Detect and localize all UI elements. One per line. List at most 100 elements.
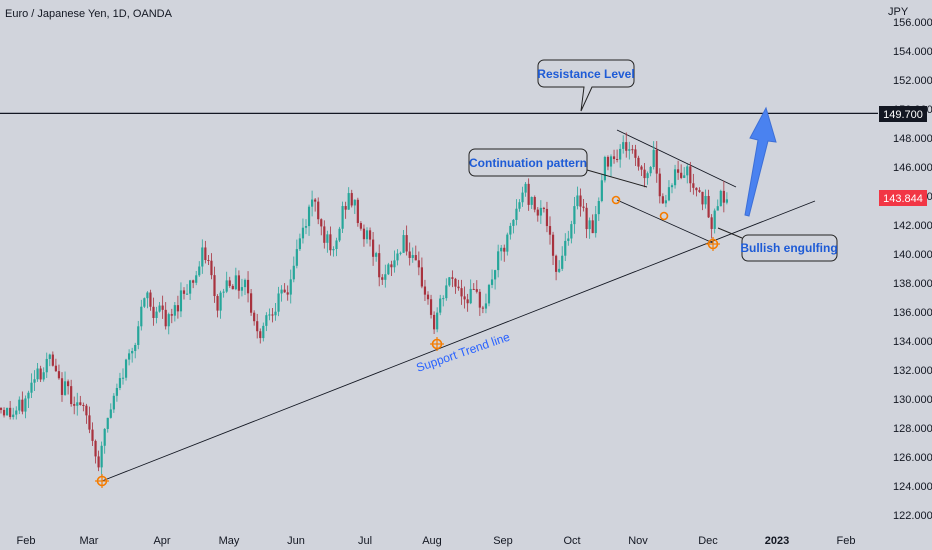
candle: [33, 370, 36, 392]
y-tick-label: 142.000: [893, 220, 932, 232]
candle: [542, 206, 545, 213]
candle: [134, 342, 137, 359]
candle: [240, 278, 244, 297]
candle: [518, 199, 521, 212]
candle: [158, 302, 161, 313]
support-trendline[interactable]: [101, 200, 816, 482]
continuation-label: Continuation pattern: [469, 156, 587, 170]
candle: [509, 222, 512, 240]
candle: [118, 372, 122, 391]
candle: [341, 201, 344, 234]
candle: [73, 396, 76, 415]
x-tick-label: 2023: [765, 535, 789, 547]
candle: [695, 187, 698, 197]
candle: [487, 283, 491, 307]
candle: [713, 208, 716, 234]
candle: [70, 379, 73, 407]
candle: [286, 285, 289, 301]
bullish-callout[interactable]: Bullish engulfing: [717, 227, 838, 262]
resistance-callout[interactable]: Resistance Level: [537, 59, 635, 112]
candle: [128, 349, 131, 366]
candle: [259, 328, 262, 344]
candle: [182, 287, 186, 300]
candle: [710, 214, 713, 239]
candle: [591, 214, 594, 234]
candle: [45, 352, 48, 378]
price-axis[interactable]: 122.000 124.000 126.000 128.000 130.000 132.0…: [893, 17, 932, 522]
candle: [619, 144, 622, 168]
candle: [301, 218, 305, 244]
candle: [500, 244, 503, 261]
candle: [484, 293, 488, 314]
candle: [274, 303, 277, 321]
candle: [124, 358, 128, 381]
candle: [423, 279, 427, 301]
candle: [393, 250, 396, 273]
y-tick-label: 140.000: [893, 249, 932, 261]
x-tick-label: Feb: [837, 535, 856, 547]
trend-lines-layer: [0, 112, 878, 482]
x-tick-label: Aug: [422, 535, 442, 547]
candle: [503, 244, 506, 262]
candle: [213, 266, 216, 303]
candle: [149, 289, 152, 311]
candle: [234, 267, 237, 291]
candle: [585, 202, 588, 239]
y-tick-label: 146.000: [893, 162, 932, 174]
channel-lower-line[interactable]: [616, 199, 714, 244]
candle: [243, 278, 247, 296]
candle: [350, 189, 353, 208]
candle: [597, 197, 600, 221]
x-tick-label: Dec: [698, 535, 718, 547]
candle: [289, 269, 292, 304]
continuation-callout[interactable]: Continuation pattern: [468, 148, 648, 188]
candle: [631, 144, 634, 154]
x-tick-label: Feb: [17, 535, 36, 547]
candle: [204, 240, 207, 264]
candle: [317, 197, 320, 225]
candle: [551, 231, 555, 266]
candle: [384, 264, 387, 288]
candle: [164, 302, 167, 330]
candle: [2, 407, 6, 418]
candle: [335, 237, 338, 257]
candle: [250, 288, 253, 316]
candle: [207, 254, 210, 266]
bullish-arrow: [744, 106, 777, 217]
candle: [445, 278, 448, 301]
candle: [54, 358, 57, 373]
candle: [494, 269, 497, 290]
candle: [359, 221, 362, 231]
candle: [97, 450, 100, 472]
candle: [15, 406, 18, 420]
candle: [347, 187, 350, 210]
candle: [683, 167, 686, 179]
candle: [524, 181, 527, 197]
candle: [307, 204, 311, 236]
candle: [472, 283, 475, 290]
candles-layer: [0, 132, 728, 477]
candle: [27, 390, 30, 408]
candle: [94, 439, 97, 464]
candle: [356, 197, 359, 227]
candle: [594, 205, 597, 238]
candle: [189, 279, 192, 300]
candle: [463, 286, 466, 309]
candle: [658, 168, 661, 204]
candle: [606, 155, 610, 171]
time-axis[interactable]: Feb Mar Apr May Jun Jul Aug Sep Oct Nov Dec 2023 Feb: [17, 535, 856, 547]
candle: [121, 368, 125, 385]
candle: [152, 297, 155, 326]
x-tick-label: Sep: [493, 535, 513, 547]
candle: [512, 219, 515, 234]
candle: [655, 141, 658, 183]
candle: [30, 373, 33, 399]
candle: [628, 141, 631, 160]
candle: [253, 310, 256, 326]
candle: [323, 220, 326, 249]
y-tick-label: 148.000: [893, 133, 932, 145]
candle: [460, 279, 463, 305]
channel-upper-line[interactable]: [616, 129, 737, 188]
